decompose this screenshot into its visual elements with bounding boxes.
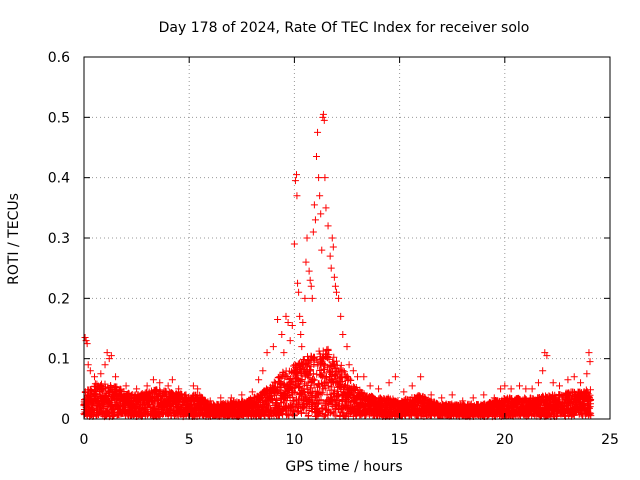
data-points — [80, 110, 595, 421]
y-tick-label: 0.3 — [48, 231, 70, 247]
x-tick-label: 0 — [80, 432, 89, 448]
y-tick-label: 0.5 — [48, 110, 70, 126]
chart-title: Day 178 of 2024, Rate Of TEC Index for r… — [159, 20, 530, 36]
y-tick-label: 0 — [61, 412, 70, 428]
y-tick-label: 0.1 — [48, 352, 70, 368]
data-point — [168, 402, 176, 410]
y-axis-label: ROTI / TECUs — [6, 193, 22, 285]
x-tick-label: 15 — [391, 432, 409, 448]
y-tick-label: 0.4 — [48, 171, 70, 187]
x-tick-label: 25 — [601, 432, 619, 448]
y-tick-label: 0.6 — [48, 50, 70, 66]
x-tick-label: 10 — [285, 432, 303, 448]
grid-lines — [84, 57, 610, 419]
x-tick-label: 20 — [496, 432, 514, 448]
x-axis-label: GPS time / hours — [285, 459, 402, 475]
y-tick-label: 0.2 — [48, 291, 70, 307]
x-tick-label: 5 — [185, 432, 194, 448]
